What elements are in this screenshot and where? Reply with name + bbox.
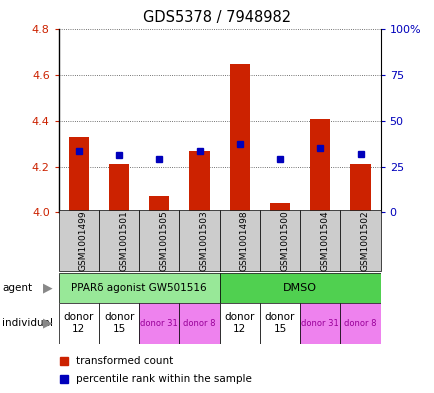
Text: percentile rank within the sample: percentile rank within the sample — [76, 374, 252, 384]
Bar — [189, 151, 209, 212]
Bar — [260, 303, 299, 344]
Text: ▶: ▶ — [43, 281, 52, 294]
Text: donor
12: donor 12 — [63, 312, 94, 334]
Bar — [270, 203, 289, 212]
Bar — [260, 210, 299, 271]
Bar — [59, 273, 219, 303]
Bar — [179, 303, 219, 344]
Bar — [339, 303, 380, 344]
Text: transformed count: transformed count — [76, 356, 173, 366]
Bar — [299, 210, 340, 271]
Text: GSM1001505: GSM1001505 — [159, 210, 168, 271]
Bar — [229, 64, 249, 212]
Bar — [219, 273, 380, 303]
Text: GSM1001499: GSM1001499 — [79, 210, 88, 271]
Bar — [219, 303, 260, 344]
Text: GSM1001502: GSM1001502 — [360, 210, 368, 271]
Text: GDS5378 / 7948982: GDS5378 / 7948982 — [143, 10, 291, 25]
Bar — [139, 303, 179, 344]
Text: agent: agent — [2, 283, 32, 293]
Text: donor
12: donor 12 — [224, 312, 254, 334]
Bar — [109, 164, 129, 212]
Bar — [149, 196, 169, 212]
Bar — [299, 303, 340, 344]
Bar — [59, 210, 99, 271]
Text: GSM1001501: GSM1001501 — [119, 210, 128, 271]
Text: donor 8: donor 8 — [343, 319, 376, 328]
Text: DMSO: DMSO — [283, 283, 316, 293]
Text: GSM1001504: GSM1001504 — [319, 210, 329, 271]
Text: donor
15: donor 15 — [264, 312, 295, 334]
Text: GSM1001500: GSM1001500 — [279, 210, 288, 271]
Bar — [219, 210, 260, 271]
Bar — [59, 303, 99, 344]
Bar — [69, 137, 89, 212]
Bar — [99, 210, 139, 271]
Text: GSM1001498: GSM1001498 — [239, 210, 248, 271]
Text: donor 31: donor 31 — [301, 319, 339, 328]
Bar — [309, 119, 329, 212]
Text: individual: individual — [2, 318, 53, 328]
Text: donor 8: donor 8 — [183, 319, 215, 328]
Text: donor 31: donor 31 — [140, 319, 178, 328]
Bar — [139, 210, 179, 271]
Bar — [99, 303, 139, 344]
Text: GSM1001503: GSM1001503 — [199, 210, 208, 271]
Text: donor
15: donor 15 — [104, 312, 134, 334]
Text: PPARδ agonist GW501516: PPARδ agonist GW501516 — [71, 283, 207, 293]
Bar — [340, 210, 380, 271]
Text: ▶: ▶ — [43, 317, 52, 330]
Bar — [179, 210, 219, 271]
Bar — [350, 164, 370, 212]
